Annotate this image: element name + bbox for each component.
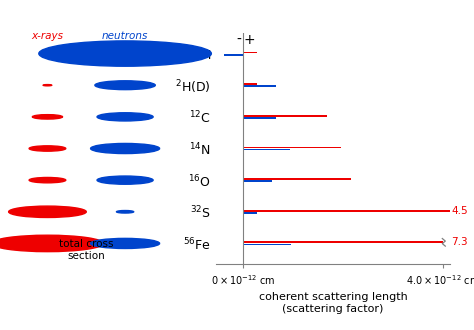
- Bar: [243, 210, 468, 212]
- Text: total cross
section: total cross section: [59, 239, 113, 261]
- Circle shape: [95, 81, 155, 90]
- Circle shape: [43, 53, 52, 54]
- Bar: [243, 117, 276, 119]
- Text: +: +: [243, 33, 255, 47]
- Circle shape: [97, 113, 153, 121]
- Bar: [243, 149, 290, 150]
- Circle shape: [91, 238, 160, 248]
- X-axis label: coherent scattering length
(scattering factor): coherent scattering length (scattering f…: [259, 292, 407, 314]
- Bar: [243, 244, 291, 246]
- Text: neutrons: neutrons: [102, 31, 148, 41]
- Text: x-rays: x-rays: [31, 31, 64, 41]
- Bar: [243, 212, 257, 214]
- Circle shape: [29, 178, 66, 183]
- Text: 7.3: 7.3: [451, 237, 468, 247]
- Circle shape: [43, 84, 52, 86]
- Circle shape: [29, 146, 66, 151]
- Circle shape: [9, 206, 86, 217]
- Text: 4.5: 4.5: [451, 206, 468, 216]
- Bar: [243, 115, 328, 116]
- Bar: [243, 85, 276, 87]
- Bar: [243, 147, 341, 148]
- Bar: [243, 242, 443, 243]
- Circle shape: [117, 211, 134, 213]
- Bar: [243, 51, 257, 53]
- Circle shape: [91, 144, 160, 153]
- Circle shape: [97, 176, 153, 184]
- Circle shape: [39, 41, 211, 66]
- Circle shape: [0, 235, 103, 252]
- Bar: [225, 54, 243, 55]
- Text: -: -: [237, 33, 242, 47]
- Bar: [243, 178, 351, 180]
- Bar: [243, 83, 257, 85]
- Bar: [243, 181, 272, 182]
- Circle shape: [32, 115, 63, 119]
